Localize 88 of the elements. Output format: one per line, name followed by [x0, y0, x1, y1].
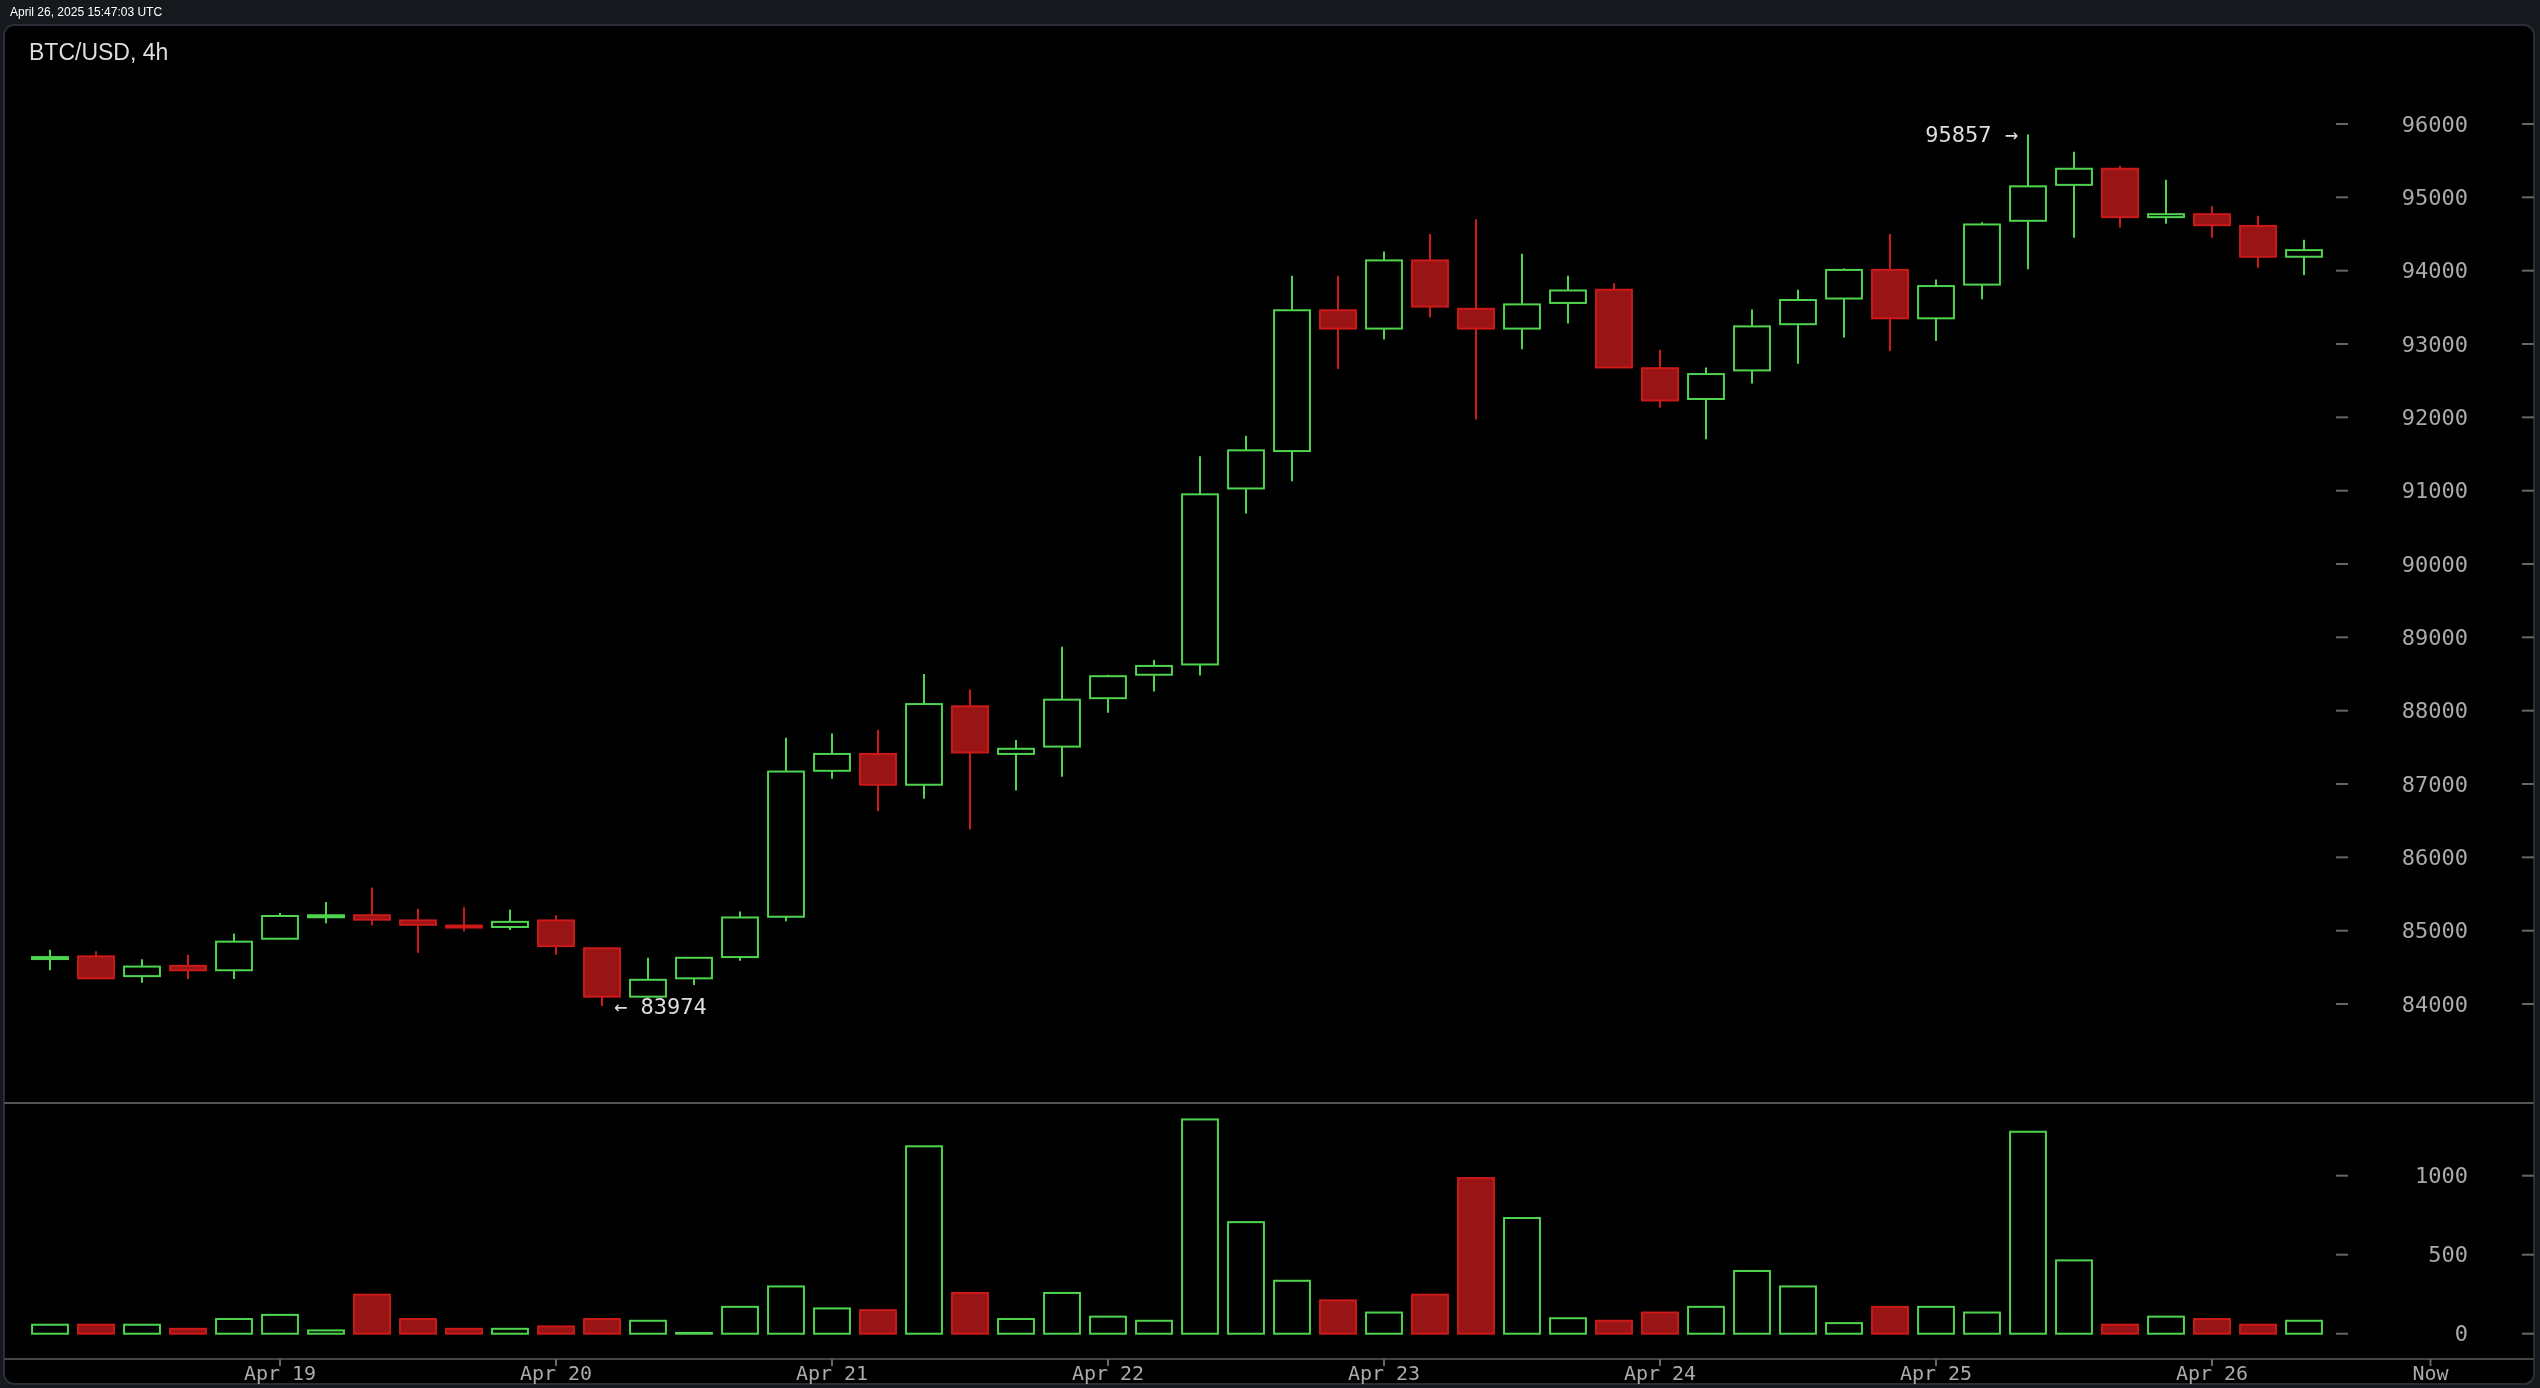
y-tick-label: 93000 — [2401, 331, 2468, 357]
bar — [123, 1323, 161, 1335]
bar — [1549, 1317, 1587, 1335]
bar — [1871, 1305, 1909, 1335]
y-tick-label: 86000 — [2401, 845, 2468, 871]
y-tick-label: 95000 — [2401, 185, 2468, 211]
y-tick-label: 89000 — [2401, 625, 2468, 651]
candlestick — [1457, 218, 1495, 421]
bar — [2147, 1315, 2185, 1335]
bar — [997, 1318, 1035, 1335]
x-tick-label: Now — [2412, 1361, 2450, 1385]
bar — [1457, 1177, 1495, 1335]
x-tick-label: Apr 20 — [519, 1361, 593, 1385]
bar — [353, 1293, 391, 1335]
bar — [1043, 1291, 1081, 1335]
bar — [629, 1319, 667, 1335]
bar — [1135, 1319, 1173, 1335]
bar — [399, 1318, 437, 1335]
candlestick — [997, 739, 1035, 792]
x-tick-label: Apr 24 — [1623, 1361, 1697, 1385]
bar — [307, 1329, 345, 1335]
x-tick-label: Apr 25 — [1899, 1361, 1973, 1385]
candlestick — [31, 948, 69, 972]
candlestick — [399, 907, 437, 954]
x-tick-label: Apr 23 — [1347, 1361, 1421, 1385]
bar — [1365, 1311, 1403, 1335]
bar — [1503, 1217, 1541, 1335]
bar — [537, 1325, 575, 1335]
y-tick-label: 94000 — [2401, 258, 2468, 284]
bar — [2239, 1323, 2277, 1335]
bar — [1181, 1118, 1219, 1335]
y-tick-label: 91000 — [2401, 478, 2468, 504]
candlestick — [445, 906, 483, 933]
bar — [2193, 1318, 2231, 1335]
bar — [261, 1313, 299, 1335]
x-tick-label: Apr 21 — [795, 1361, 869, 1385]
bar — [1595, 1319, 1633, 1335]
y-tick-label: 84000 — [2401, 991, 2468, 1017]
y-tick-label: 1000 — [2415, 1163, 2468, 1189]
bar — [169, 1327, 207, 1335]
y-tick-label: 500 — [2428, 1242, 2468, 1268]
bar — [1825, 1322, 1863, 1335]
bar — [491, 1327, 529, 1335]
y-tick-label: 85000 — [2401, 918, 2468, 944]
x-tick-label: Apr 22 — [1071, 1361, 1145, 1385]
y-tick-label: 96000 — [2401, 111, 2468, 137]
bar — [859, 1309, 897, 1335]
bar — [2009, 1130, 2047, 1335]
text: BTC/USD, 4h — [29, 39, 169, 65]
bar — [1089, 1315, 1127, 1335]
annotation: 95857 → — [1925, 122, 2018, 148]
bar — [1687, 1305, 1725, 1335]
candlestick — [2285, 238, 2323, 277]
bar — [445, 1327, 483, 1335]
candlestick — [169, 953, 207, 981]
candlestick — [307, 901, 345, 925]
bar — [2101, 1323, 2139, 1335]
bar — [813, 1307, 851, 1335]
y-tick-label: 92000 — [2401, 405, 2468, 431]
x-tick-label: Apr 26 — [2175, 1361, 2249, 1385]
x-tick-label: Apr 19 — [243, 1361, 317, 1385]
bar — [951, 1291, 989, 1335]
bar — [1917, 1305, 1955, 1335]
bar — [2285, 1319, 2323, 1335]
bar — [1733, 1269, 1771, 1335]
annotation: ← 83974 — [614, 993, 707, 1019]
candlestick — [353, 886, 391, 927]
y-tick-label: 0 — [2454, 1321, 2468, 1347]
bar — [1963, 1311, 2001, 1335]
bar — [721, 1305, 759, 1335]
y-tick-label: 90000 — [2401, 551, 2468, 577]
bar — [905, 1145, 943, 1335]
candlestick — [2147, 178, 2185, 225]
bar — [1227, 1221, 1265, 1335]
bar — [1319, 1299, 1357, 1335]
y-tick-label: 88000 — [2401, 698, 2468, 724]
bar — [2055, 1259, 2093, 1335]
bar — [1273, 1279, 1311, 1335]
bar — [1779, 1285, 1817, 1335]
y-tick-label: 87000 — [2401, 771, 2468, 797]
bar — [31, 1323, 69, 1335]
bar — [767, 1285, 805, 1335]
bar — [1411, 1293, 1449, 1335]
bar — [77, 1323, 115, 1335]
bar — [1641, 1311, 1679, 1335]
bar — [583, 1318, 621, 1335]
text: April 26, 2025 15:47:03 UTC — [10, 5, 163, 19]
bar — [215, 1318, 253, 1335]
